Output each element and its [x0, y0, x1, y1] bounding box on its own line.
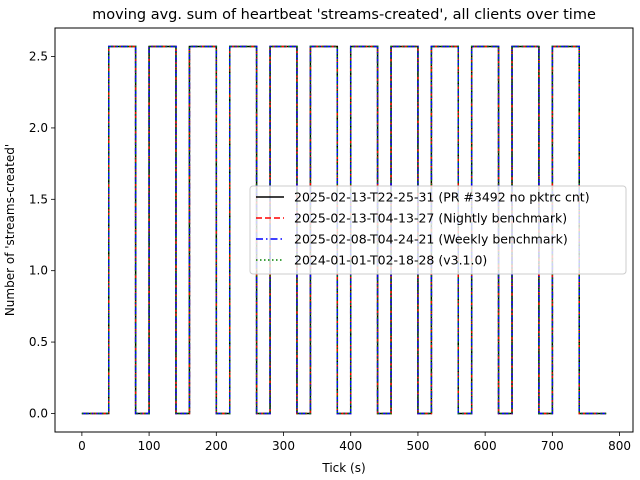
legend-entry-1: 2025-02-13-T22-25-31 (PR #3492 no pktrc …: [294, 190, 590, 205]
y-tick-label: 1.0: [29, 264, 48, 278]
x-tick-label: 400: [339, 439, 362, 453]
y-tick-label: 0.0: [29, 406, 48, 420]
x-axis-label: Tick (s): [321, 461, 365, 475]
legend-entry-3: 2025-02-08-T04-24-21 (Weekly benchmark): [294, 232, 568, 247]
x-tick-label: 0: [78, 439, 86, 453]
legend-entry-2: 2025-02-13-T04-13-27 (Nightly benchmark): [294, 211, 567, 226]
y-axis: 0.0 0.5 1.0 1.5 2.0 2.5: [29, 50, 55, 420]
legend: 2025-02-13-T22-25-31 (PR #3492 no pktrc …: [249, 185, 627, 275]
x-tick-label: 500: [406, 439, 429, 453]
x-tick-label: 100: [138, 439, 161, 453]
x-tick-label: 200: [205, 439, 228, 453]
x-axis: 0 100 200 300 400 500 600 700 800: [78, 432, 631, 453]
x-tick-label: 700: [541, 439, 564, 453]
y-tick-label: 1.5: [29, 192, 48, 206]
y-tick-label: 2.5: [29, 50, 48, 64]
series-line-4: [81, 45, 607, 415]
series-layer: [81, 45, 607, 415]
x-tick-label: 800: [608, 439, 631, 453]
y-tick-label: 0.5: [29, 335, 48, 349]
x-tick-label: 300: [272, 439, 295, 453]
y-axis-label: Number of 'streams-created': [3, 144, 17, 316]
x-tick-label: 600: [474, 439, 497, 453]
legend-box: [249, 185, 627, 275]
legend-entry-4: 2024-01-01-T02-18-28 (v3.1.0): [294, 253, 487, 268]
chart-title: moving avg. sum of heartbeat 'streams-cr…: [92, 7, 596, 23]
plot-frame: [54, 27, 634, 433]
y-tick-label: 2.0: [29, 121, 48, 135]
